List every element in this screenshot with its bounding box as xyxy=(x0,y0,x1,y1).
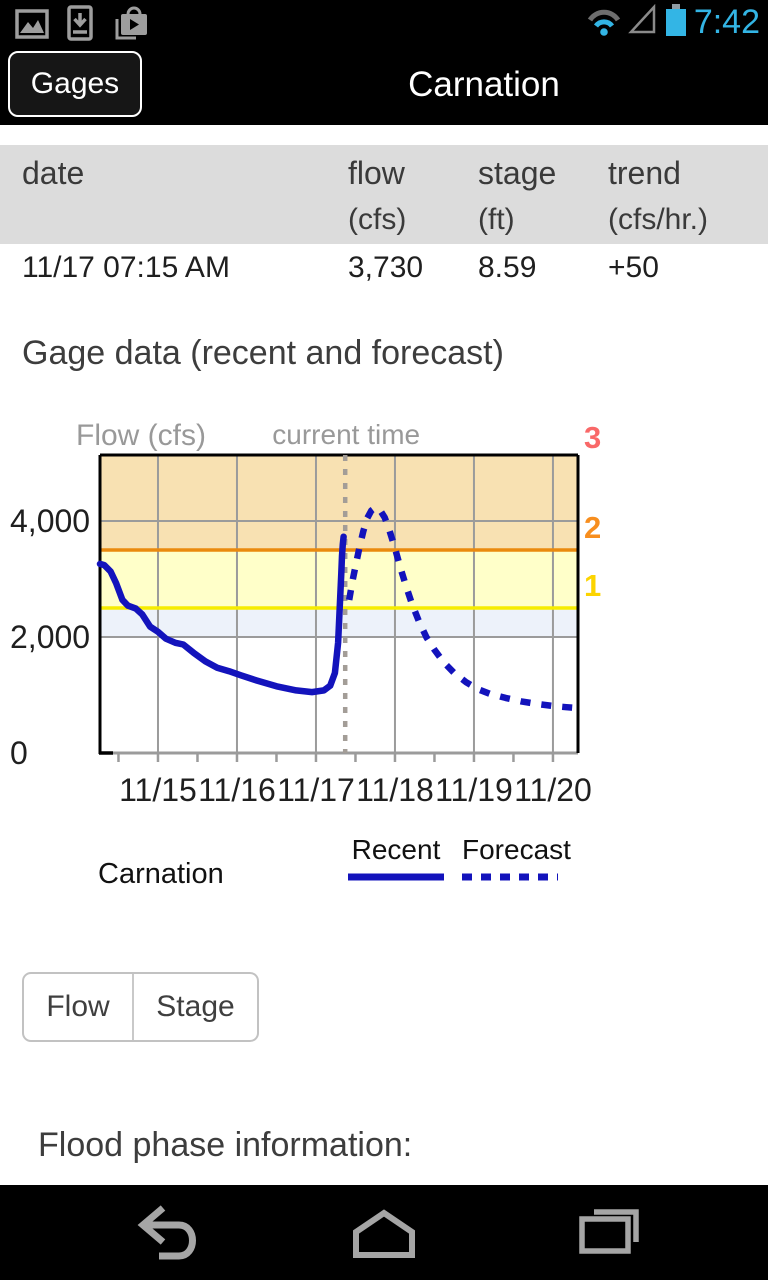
recents-icon xyxy=(574,1202,642,1263)
section-heading-gage-data: Gage data (recent and forecast) xyxy=(22,334,504,372)
play-store-icon xyxy=(110,5,150,47)
action-bar: Gages Carnation xyxy=(0,45,768,125)
recent-line xyxy=(96,533,347,696)
back-button[interactable] xyxy=(94,1185,234,1280)
legend-forecast-label: Forecast xyxy=(462,834,571,865)
table-row: 11/17 07:15 AM 3,730 8.59 +50 xyxy=(0,244,768,292)
reading-datetime: 11/17 07:15 AM xyxy=(22,251,230,284)
gage-table-header: date flow (cfs) stage (ft) trend (cfs/hr… xyxy=(0,145,768,244)
y-axis-title: Flow (cfs) xyxy=(76,419,206,452)
y-tick-label: 4,000 xyxy=(10,503,90,539)
wifi-icon xyxy=(587,2,621,43)
legend-recent-swatch xyxy=(348,868,444,881)
flow-header-label: flow xyxy=(348,155,405,191)
flood-phase-label-2: 2 xyxy=(584,510,601,545)
x-tick-label: 11/15 xyxy=(119,772,197,808)
trend-header-label: trend xyxy=(608,155,681,191)
legend-recent-label: Recent xyxy=(351,834,441,865)
x-tick-label: 11/18 xyxy=(356,772,434,808)
back-icon xyxy=(127,1198,201,1267)
stage-header-unit: (ft) xyxy=(478,203,515,236)
column-header-trend: trend (cfs/hr.) xyxy=(608,145,764,244)
navigation-bar xyxy=(0,1185,768,1280)
home-button[interactable] xyxy=(314,1185,454,1280)
x-tick-label: 11/16 xyxy=(198,772,276,808)
column-header-flow: flow (cfs) xyxy=(348,145,472,244)
y-tick-label: 2,000 xyxy=(10,619,90,655)
x-tick-label: 11/20 xyxy=(514,772,592,808)
legend-forecast-swatch xyxy=(462,868,558,881)
flood-band-0 xyxy=(100,455,578,551)
flow-header-unit: (cfs) xyxy=(348,203,407,236)
system-status-cluster: 7:42 xyxy=(587,0,764,45)
battery-icon xyxy=(665,3,687,42)
x-tick-label: 11/19 xyxy=(435,772,513,808)
flood-phase-heading: Flood phase information: xyxy=(38,1126,413,1164)
stage-tab-button[interactable]: Stage xyxy=(156,990,235,1023)
flow-chart-svg: 0 2,000 4,000 11/15 11/16 11/17 11/18 11/19 11/2… xyxy=(10,419,601,808)
reading-stage: 8.59 xyxy=(478,251,537,284)
flow-chart: 0 2,000 4,000 11/15 11/16 11/17 11/18 11/19 11/2… xyxy=(0,405,768,825)
gallery-icon xyxy=(14,6,50,47)
legend-station-name: Carnation xyxy=(98,858,224,890)
download-icon xyxy=(64,5,96,47)
reading-flow: 3,730 xyxy=(348,251,424,284)
notification-icons xyxy=(14,5,150,47)
y-tick-label: 0 xyxy=(10,735,28,771)
home-icon xyxy=(345,1202,423,1263)
gages-back-button[interactable]: Gages xyxy=(8,51,142,117)
date-header-label: date xyxy=(22,155,85,191)
status-bar-clock: 7:42 xyxy=(693,3,760,41)
flow-stage-toggle: Flow Stage xyxy=(22,972,259,1042)
recents-button[interactable] xyxy=(538,1185,678,1280)
current-time-label: current time xyxy=(272,419,420,450)
trend-header-unit: (cfs/hr.) xyxy=(608,203,709,236)
stage-header-label: stage xyxy=(478,155,557,191)
flow-tab-button[interactable]: Flow xyxy=(24,974,134,1040)
signal-strength-icon xyxy=(627,3,658,41)
column-header-date: date xyxy=(22,145,342,244)
column-header-stage: stage (ft) xyxy=(478,145,602,244)
flood-phase-label-3: 3 xyxy=(584,420,601,455)
flood-phase-label-1: 1 xyxy=(584,568,601,603)
x-tick-label: 11/17 xyxy=(277,772,355,808)
page-title: Carnation xyxy=(408,65,560,104)
reading-trend: +50 xyxy=(608,251,659,284)
status-bar: 7:42 xyxy=(0,0,768,45)
